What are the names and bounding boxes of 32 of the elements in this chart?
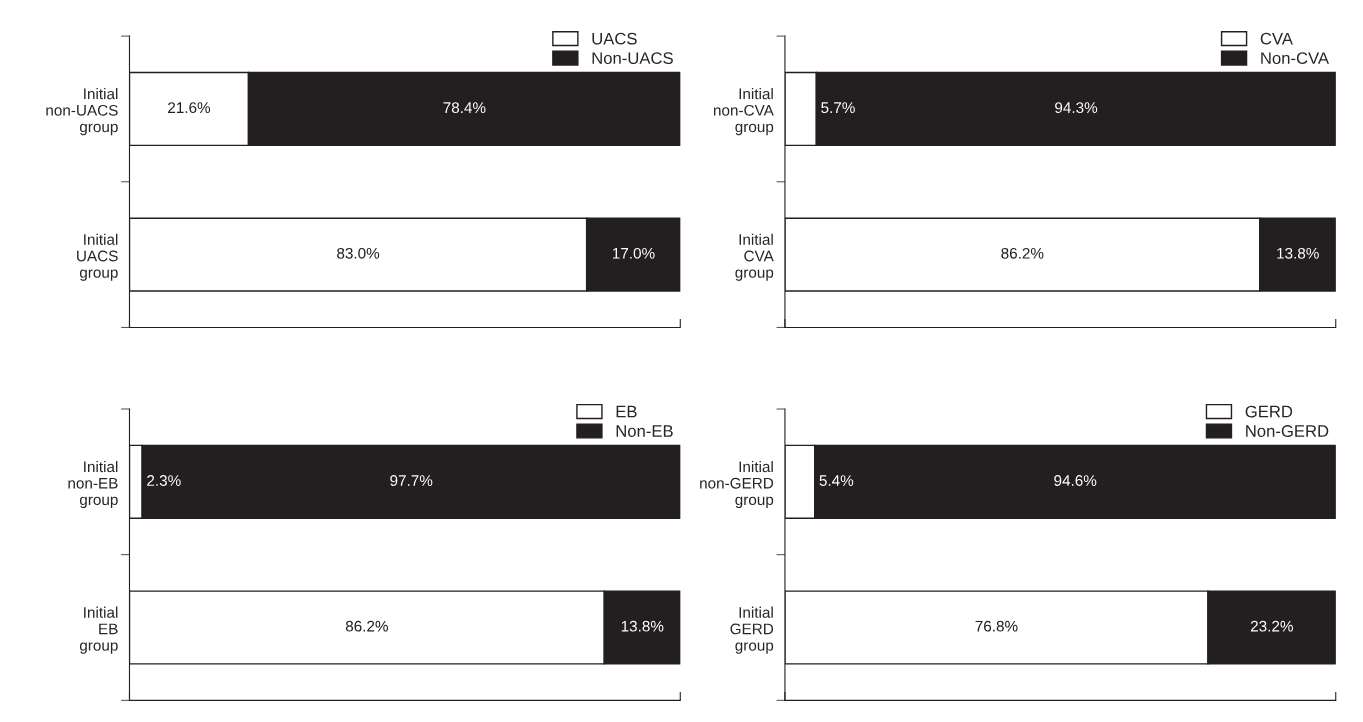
data-label: 94.3% <box>1055 102 1098 114</box>
data-label: 17.0% <box>612 247 655 259</box>
y-tick-label: Initial non-UACS group <box>46 88 118 136</box>
legend-label: CVA <box>1260 32 1293 45</box>
legend-label: Non-GERD <box>1246 425 1329 437</box>
y-tick-label: Initial non-EB group <box>68 460 118 509</box>
y-tick-label: Initial UACS group <box>77 233 118 281</box>
legend-label: UACS <box>592 32 637 45</box>
data-label: 86.2% <box>345 620 388 632</box>
y-tick-label: Initial CVA group <box>735 233 774 281</box>
data-label: 78.4% <box>443 102 486 114</box>
data-label: 97.7% <box>390 475 433 486</box>
y-tick-label: Initial non-CVA group <box>713 88 774 136</box>
data-label: 86.2% <box>1001 247 1044 259</box>
y-tick-label: Initial EB group <box>79 606 118 654</box>
data-label: 23.2% <box>1250 620 1293 632</box>
legend-label: GERD <box>1245 405 1293 418</box>
data-label: 5.4% <box>819 475 854 486</box>
data-label: 94.6% <box>1054 475 1097 486</box>
legend-label: Non-UACS <box>592 52 673 65</box>
y-tick-label: Initial GERD group <box>730 606 774 654</box>
data-label: 2.3% <box>147 475 181 486</box>
legend-label: Non-CVA <box>1261 52 1330 65</box>
data-label: 13.8% <box>621 620 664 632</box>
data-label: 83.0% <box>337 247 380 259</box>
y-tick-label: Initial non-GERD group <box>700 460 774 509</box>
data-label: 13.8% <box>1277 247 1319 259</box>
legend-label: EB <box>616 405 637 418</box>
data-label: 76.8% <box>975 620 1018 632</box>
data-label: 21.6% <box>168 102 211 114</box>
data-label: 5.7% <box>821 102 855 114</box>
legend-label: Non-EB <box>616 425 673 437</box>
